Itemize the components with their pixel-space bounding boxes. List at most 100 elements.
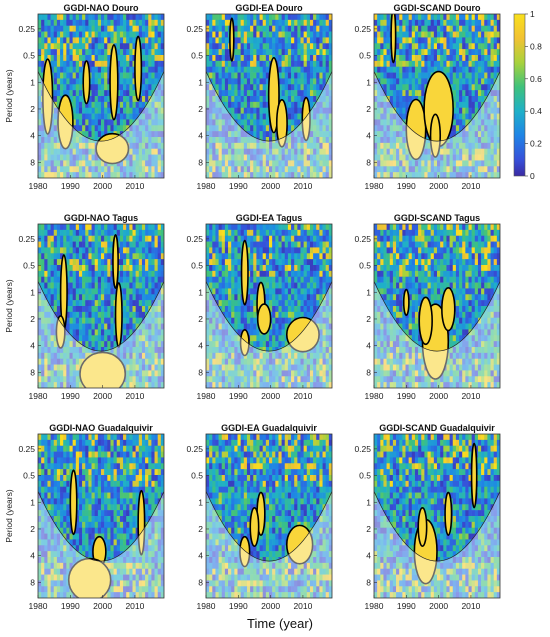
heatmap-cell: [148, 358, 152, 365]
heatmap-cell: [78, 142, 83, 150]
heatmap-cell: [107, 235, 111, 242]
heatmap-cell: [240, 72, 245, 79]
heatmap-cell: [41, 119, 45, 126]
heatmap-cell: [392, 172, 397, 178]
heatmap-cell: [66, 352, 70, 360]
heatmap-cell: [129, 282, 133, 289]
heatmap-cell: [215, 49, 219, 56]
heatmap-cell: [151, 341, 155, 348]
heatmap-cell: [53, 31, 58, 38]
heatmap-cell: [462, 84, 466, 91]
heatmap-cell: [437, 25, 441, 32]
heatmap-cell: [123, 270, 127, 278]
heatmap-cell: [240, 107, 245, 114]
heatmap-cell: [206, 96, 210, 103]
heatmap-cell: [306, 253, 311, 260]
heatmap-cell: [234, 78, 238, 85]
heatmap-cell: [44, 329, 48, 336]
heatmap-cell: [44, 19, 48, 27]
heatmap-cell: [113, 14, 118, 21]
heatmap-cell: [53, 300, 58, 307]
heatmap-cell: [104, 107, 108, 114]
heatmap-cell: [496, 43, 500, 50]
heatmap-cell: [275, 43, 279, 50]
heatmap-cell: [493, 49, 498, 56]
heatmap-cell: [157, 14, 162, 21]
heatmap-cell: [319, 166, 323, 173]
heatmap-cell: [399, 113, 403, 120]
heatmap-cell: [309, 101, 314, 109]
heatmap-cell: [148, 31, 152, 38]
heatmap-cell: [215, 125, 219, 132]
heatmap-cell: [47, 148, 51, 155]
heatmap-cell: [221, 31, 226, 38]
heatmap-cell: [325, 235, 330, 242]
heatmap-cell: [325, 154, 330, 161]
heatmap-cell: [411, 43, 416, 50]
heatmap-cell: [303, 37, 308, 44]
heatmap-cell: [465, 19, 469, 27]
heatmap-cell: [389, 107, 394, 114]
significant-region: [229, 17, 235, 62]
heatmap-cell: [132, 247, 136, 254]
heatmap-cell: [275, 37, 279, 44]
heatmap-cell: [399, 160, 403, 167]
heatmap-cell: [452, 55, 457, 62]
heatmap-cell: [278, 37, 282, 44]
heatmap-cell: [123, 107, 127, 114]
heatmap-cell: [88, 323, 92, 330]
heatmap-cell: [316, 131, 320, 138]
heatmap-cell: [408, 84, 413, 91]
heatmap-cell: [262, 259, 267, 266]
heatmap-cell: [316, 49, 320, 56]
heatmap-cell: [101, 96, 105, 103]
heatmap-cell: [455, 154, 460, 161]
heatmap-cell: [160, 317, 164, 324]
y-tick-label: 0.5: [359, 51, 371, 61]
heatmap-cell: [104, 90, 108, 97]
heatmap-cell: [157, 311, 162, 319]
heatmap-cell: [319, 72, 323, 79]
heatmap-cell: [284, 37, 289, 44]
heatmap-cell: [281, 49, 286, 56]
heatmap-cell: [418, 37, 422, 44]
heatmap-cell: [300, 66, 304, 73]
heatmap-cell: [44, 241, 48, 248]
heatmap-cell: [119, 37, 124, 44]
heatmap-cell: [157, 317, 162, 324]
heatmap-cell: [148, 382, 152, 388]
heatmap-cell: [234, 113, 238, 120]
heatmap-cell: [424, 60, 428, 68]
heatmap-cell: [490, 107, 494, 114]
heatmap-cell: [132, 347, 136, 354]
heatmap-cell: [465, 31, 469, 38]
heatmap-cell: [38, 166, 42, 173]
heatmap-cell: [294, 160, 298, 167]
heatmap-cell: [69, 25, 73, 32]
heatmap-cell: [215, 37, 219, 44]
heatmap-cell: [209, 66, 213, 73]
heatmap-cell: [408, 96, 413, 103]
heatmap-cell: [145, 358, 149, 365]
heatmap-cell: [151, 329, 155, 336]
heatmap-cell: [75, 43, 80, 50]
heatmap-cell: [224, 66, 229, 73]
heatmap-cell: [256, 78, 260, 85]
heatmap-cell: [38, 317, 42, 324]
heatmap-cell: [221, 172, 226, 178]
heatmap-cell: [284, 247, 289, 254]
heatmap-cell: [443, 31, 447, 38]
heatmap-cell: [284, 241, 289, 248]
heatmap-cell: [462, 60, 466, 68]
heatmap-cell: [322, 241, 326, 248]
heatmap-cell: [110, 341, 114, 348]
heatmap-cell: [399, 25, 403, 32]
heatmap-cell: [126, 370, 130, 377]
heatmap-cell: [281, 14, 286, 21]
heatmap-cell: [53, 370, 58, 377]
heatmap-cell: [91, 259, 95, 266]
heatmap-cell: [471, 78, 476, 85]
heatmap-cell: [272, 31, 276, 38]
heatmap-cell: [374, 19, 378, 27]
heatmap-cell: [148, 78, 152, 85]
